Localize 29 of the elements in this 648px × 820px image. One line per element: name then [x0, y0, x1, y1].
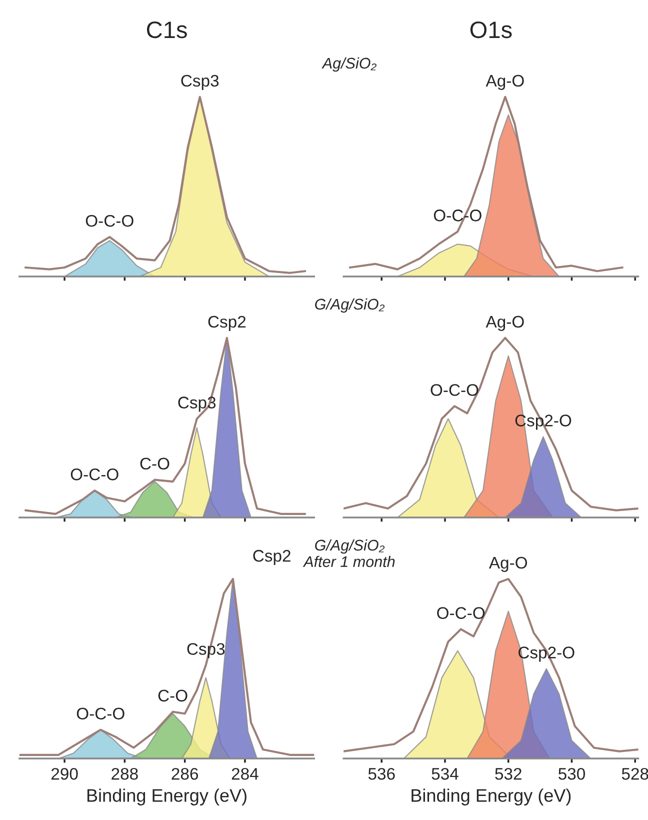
- annotation: O-C-O: [76, 708, 124, 720]
- x-tick-label: 536: [368, 768, 395, 780]
- chart-title: O1s: [470, 21, 512, 38]
- text: G/Ag/SiO₂: [315, 298, 385, 313]
- annotation: Csp3: [181, 74, 219, 90]
- x-axis-title: Binding Energy (eV): [412, 788, 571, 806]
- x-tick-label: 284: [232, 768, 258, 780]
- x-tick-label: 532: [495, 768, 522, 780]
- annotation: Csp2: [253, 550, 290, 566]
- annotation: O-C-O: [437, 607, 485, 619]
- annotation: Csp2: [208, 316, 246, 331]
- x-tick-label: 528: [622, 768, 648, 780]
- x-tick-label: 530: [558, 768, 585, 780]
- annotation: Ag-O: [488, 556, 528, 572]
- annotation: O-C-O: [70, 468, 118, 480]
- text: G/Ag/SiO₂ After 1 month: [302, 539, 395, 568]
- annotation: O-C-O: [86, 214, 134, 227]
- annotation: Ag-O: [486, 74, 524, 90]
- text: Ag/SiO₂: [322, 57, 376, 72]
- annotation: O-C-O: [430, 384, 478, 396]
- x-tick-label: 286: [172, 768, 198, 780]
- chart-title: C1s: [146, 21, 187, 38]
- x-tick-label: 288: [112, 768, 138, 780]
- annotation: Ag-O: [486, 316, 524, 331]
- x-axis-title: Binding Energy (eV): [87, 788, 246, 806]
- x-tick-label: 534: [432, 768, 458, 780]
- annotation: C-O: [140, 458, 170, 470]
- annotation: C-O: [158, 690, 188, 702]
- x-tick-label: 290: [51, 768, 78, 780]
